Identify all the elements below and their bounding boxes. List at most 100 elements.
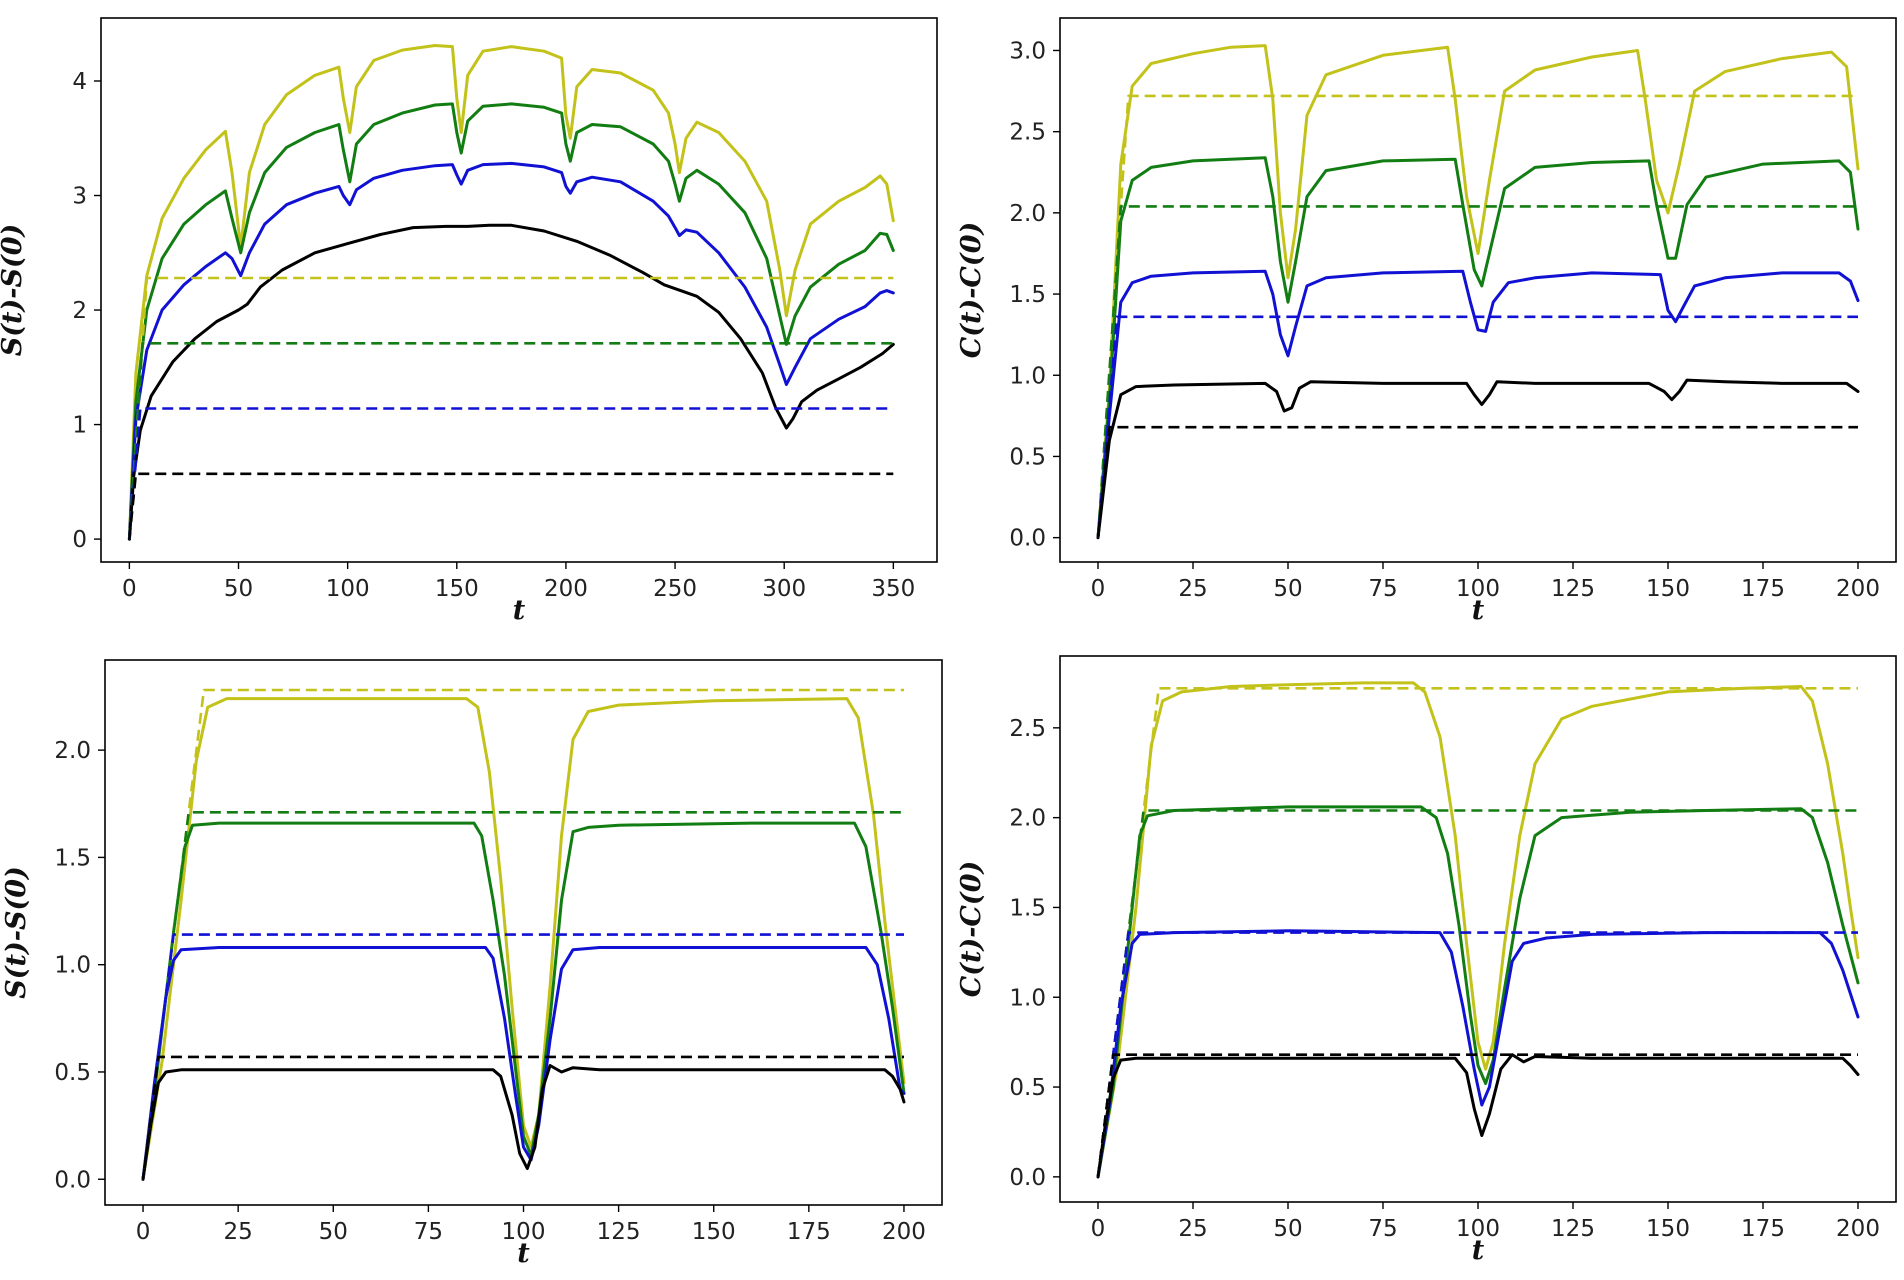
x-tick-label: 125 xyxy=(1551,1216,1595,1242)
series-line-black xyxy=(127,223,895,541)
series-line-black-dashed xyxy=(141,1055,904,1180)
series-line-black-dashed xyxy=(1096,425,1858,538)
y-axis-label: S(t)-S(0) xyxy=(1,866,32,999)
y-tick-label: 2 xyxy=(72,298,87,324)
x-tick-label: 350 xyxy=(871,576,915,602)
x-tick-label: 150 xyxy=(435,576,479,602)
series-line-blue xyxy=(1096,269,1860,540)
x-tick-label: 300 xyxy=(762,576,806,602)
series-line-black xyxy=(141,1064,906,1181)
x-tick-label: 175 xyxy=(1741,1216,1785,1242)
x-tick-label: 50 xyxy=(1273,576,1302,602)
y-tick-label: 0.5 xyxy=(1009,1075,1046,1101)
x-tick-label: 0 xyxy=(1091,576,1106,602)
y-axis-label: C(t)-C(0) xyxy=(956,222,987,359)
x-tick-label: 75 xyxy=(1368,1216,1397,1242)
series-line-green xyxy=(141,821,906,1181)
y-tick-label: 3 xyxy=(72,184,87,210)
x-tick-label: 175 xyxy=(1741,576,1785,602)
x-axis-label: t xyxy=(1472,1235,1485,1266)
series-line-yellow xyxy=(127,44,895,541)
x-tick-label: 100 xyxy=(326,576,370,602)
plot-area xyxy=(1096,681,1860,1179)
x-tick-label: 150 xyxy=(692,1219,736,1245)
chart-bottom-right: 0 25 50 75 100 125 150 175 200 0.0 0.5 1.0 1.5 2.0 2.5… xyxy=(956,655,1897,1266)
y-tick-label: 1.0 xyxy=(54,953,91,979)
y-tick-label: 1.0 xyxy=(1009,985,1046,1011)
y-tick-label: 0.0 xyxy=(54,1167,91,1193)
x-tick-label: 25 xyxy=(1178,576,1207,602)
x-tick-label: 200 xyxy=(1836,576,1880,602)
y-tick-label: 0.5 xyxy=(1009,444,1046,470)
chart-top-left: 0 50 100 150 200 250 300 350 0 1 2 3 4 t S(t)-S(0) xyxy=(0,17,938,626)
y-axis-label: S(t)-S(0) xyxy=(0,224,28,357)
plot-area xyxy=(1096,44,1860,540)
y-tick-label: 1 xyxy=(72,413,87,439)
x-tick-label: 125 xyxy=(597,1219,641,1245)
x-tick-label: 175 xyxy=(787,1219,831,1245)
y-axis-label: C(t)-C(0) xyxy=(956,861,987,998)
y-tick-label: 2.0 xyxy=(54,738,91,764)
series-line-green-dashed xyxy=(128,342,894,540)
x-tick-label: 100 xyxy=(1456,1216,1500,1242)
x-tick-label: 200 xyxy=(1836,1216,1880,1242)
series-line-black xyxy=(1096,1053,1860,1179)
x-tick-label: 125 xyxy=(1551,576,1595,602)
chart-bottom-left: 0 25 50 75 100 125 150 175 200 0.0 0.5 1.0 1.5 2.0 t S(… xyxy=(1,659,943,1269)
series-line-yellow xyxy=(1096,44,1860,540)
y-tick-label: 4 xyxy=(72,69,87,95)
y-tick-label: 1.5 xyxy=(54,845,91,871)
x-tick-label: 50 xyxy=(319,1219,348,1245)
x-tick-label: 50 xyxy=(1273,1216,1302,1242)
x-tick-label: 25 xyxy=(1178,1216,1207,1242)
x-tick-label: 100 xyxy=(502,1219,546,1245)
y-tick-label: 0.0 xyxy=(1009,526,1046,552)
y-tick-label: 1.0 xyxy=(1009,363,1046,389)
series-line-yellow-dashed xyxy=(141,688,904,1180)
plot-area xyxy=(141,688,906,1181)
x-tick-label: 250 xyxy=(653,576,697,602)
x-tick-label: 150 xyxy=(1646,576,1690,602)
series-line-blue xyxy=(141,946,906,1181)
plot-area xyxy=(127,44,895,541)
y-tick-label: 0.0 xyxy=(1009,1165,1046,1191)
x-axis-label: t xyxy=(1472,595,1485,626)
x-tick-label: 0 xyxy=(136,1219,151,1245)
series-line-green-dashed xyxy=(1096,205,1858,538)
series-line-yellow xyxy=(1096,681,1860,1179)
y-tick-label: 2.0 xyxy=(1009,806,1046,832)
x-tick-label: 100 xyxy=(1456,576,1500,602)
series-line-yellow xyxy=(141,697,906,1181)
x-axis-label: t xyxy=(513,595,526,626)
axes-frame xyxy=(100,17,938,563)
series-line-green xyxy=(127,102,895,541)
x-tick-label: 75 xyxy=(1368,576,1397,602)
y-tick-label: 0.5 xyxy=(54,1060,91,1086)
series-line-black-dashed xyxy=(128,472,894,540)
y-tick-label: 2.5 xyxy=(1009,716,1046,742)
y-tick-label: 0 xyxy=(72,527,87,553)
series-line-black xyxy=(1096,378,1860,540)
series-line-blue-dashed xyxy=(141,933,904,1180)
x-tick-label: 75 xyxy=(414,1219,443,1245)
series-line-blue xyxy=(127,161,895,541)
y-tick-label: 2.5 xyxy=(1009,120,1046,146)
y-tick-label: 1.5 xyxy=(1009,282,1046,308)
series-line-yellow-dashed xyxy=(1096,687,1858,1178)
x-tick-label: 0 xyxy=(122,576,137,602)
y-tick-label: 1.5 xyxy=(1009,895,1046,921)
series-line-yellow-dashed xyxy=(1096,94,1858,538)
y-tick-label: 2.0 xyxy=(1009,201,1046,227)
x-tick-label: 200 xyxy=(544,576,588,602)
x-tick-label: 200 xyxy=(882,1219,926,1245)
series-line-blue-dashed xyxy=(1096,931,1858,1178)
axes-frame xyxy=(1059,17,1897,563)
x-tick-label: 0 xyxy=(1091,1216,1106,1242)
x-axis-label: t xyxy=(517,1238,530,1269)
series-line-blue xyxy=(1096,929,1860,1179)
chart-top-right: 0 25 50 75 100 125 150 175 200 0.0 0.5 1.0 1.5 2.0 2.5… xyxy=(956,17,1897,626)
x-tick-label: 150 xyxy=(1646,1216,1690,1242)
series-line-green xyxy=(1096,805,1860,1179)
x-tick-label: 25 xyxy=(224,1219,253,1245)
